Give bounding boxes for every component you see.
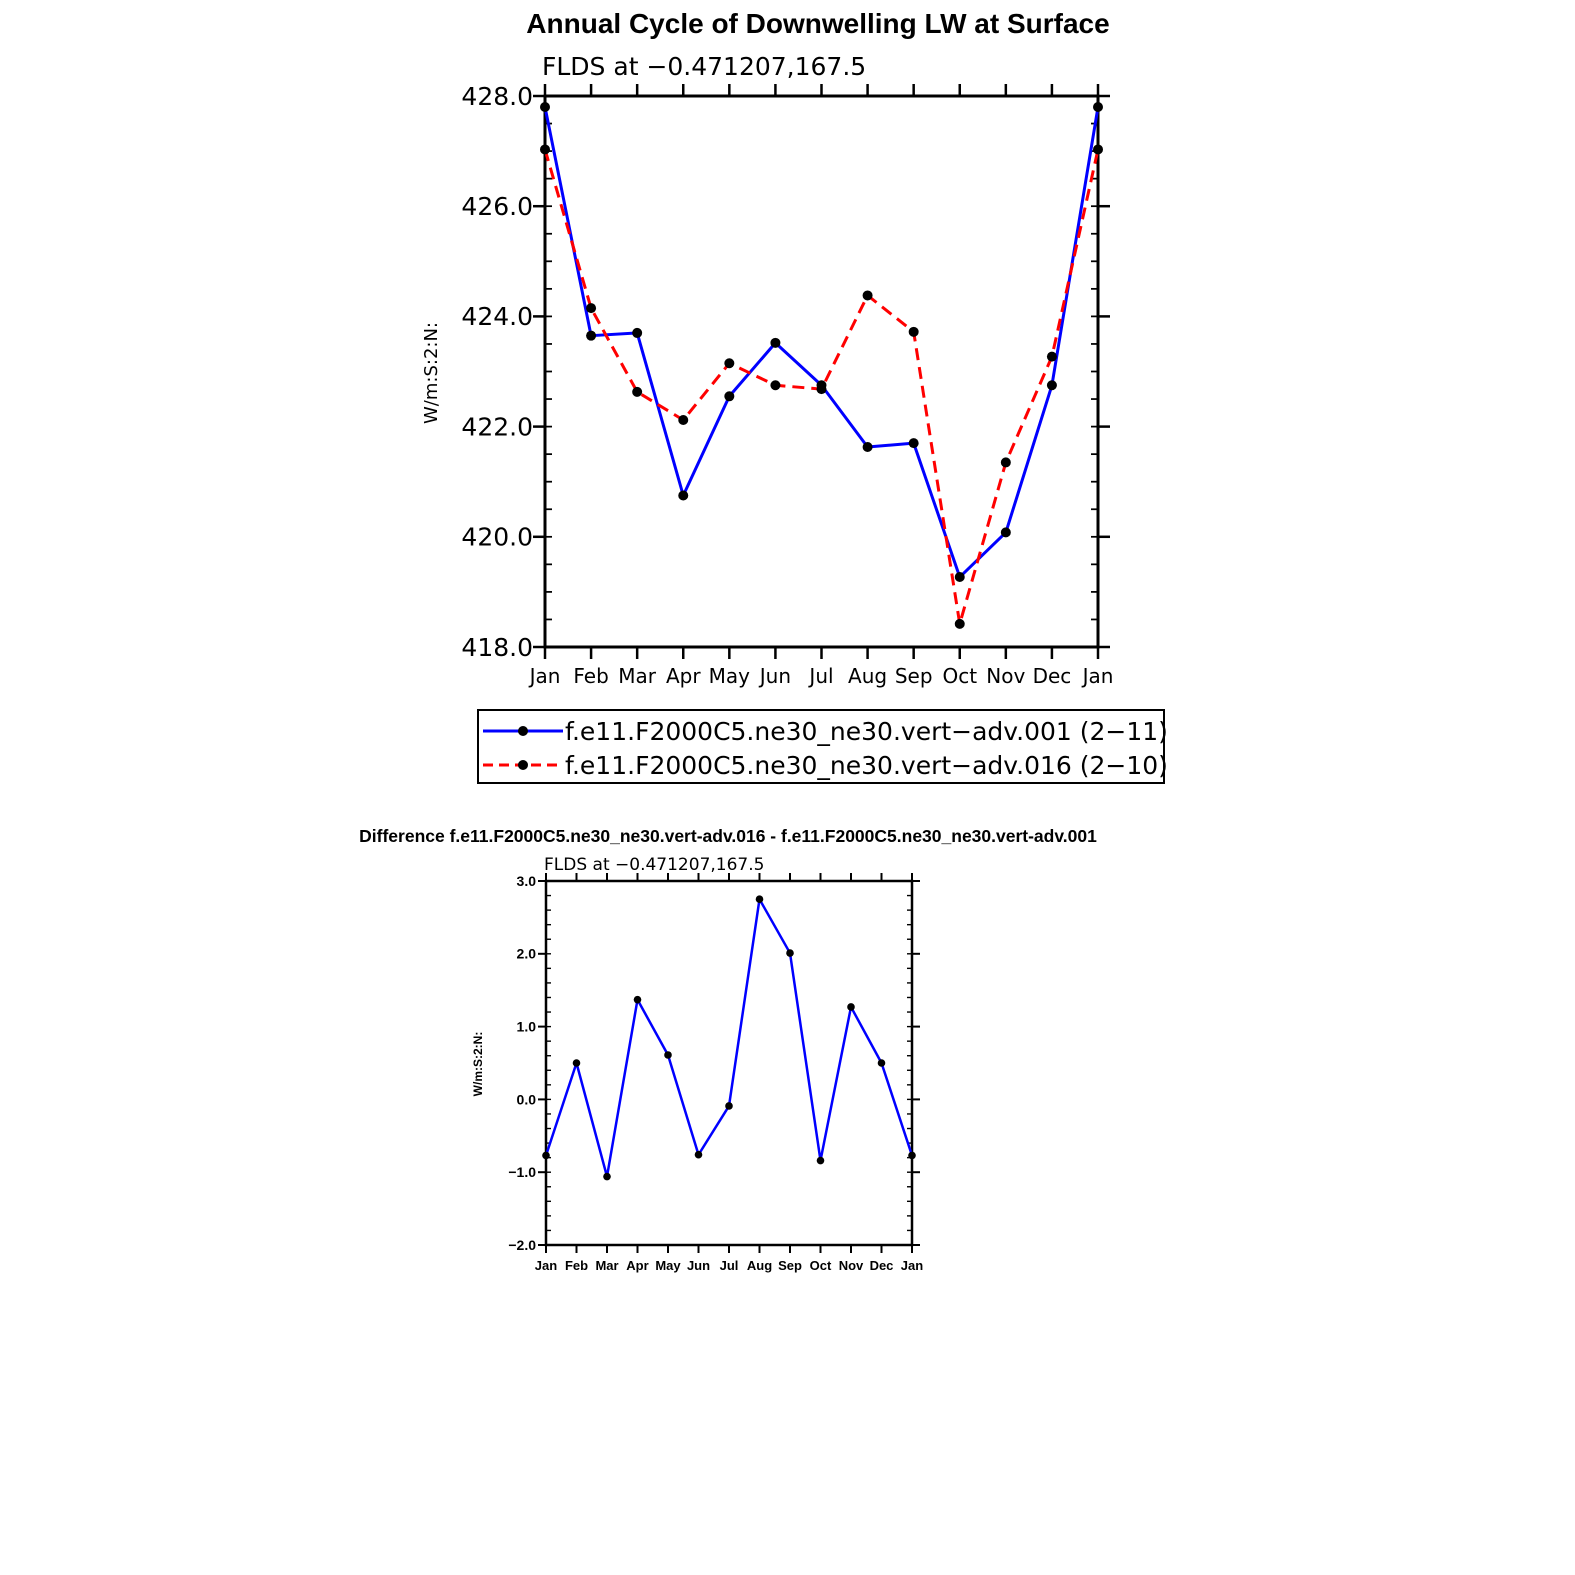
data-point-series-2: [816, 384, 827, 395]
x-tick-label: Aug: [848, 664, 887, 688]
x-tick-label: Feb: [565, 1258, 588, 1273]
data-point-series-2: [908, 326, 919, 337]
legend-label-series-2: f.e11.F2000C5.ne30_ne30.vert−adv.016 (2−…: [565, 751, 1168, 780]
data-point-series-1: [862, 441, 873, 452]
legend-label-series-1: f.e11.F2000C5.ne30_ne30.vert−adv.001 (2−…: [565, 717, 1168, 746]
data-point-series-1: [586, 330, 597, 341]
bottom-chart-title: Difference f.e11.F2000C5.ne30_ne30.vert-…: [359, 826, 1097, 846]
y-tick-label: 422.0: [461, 412, 533, 441]
data-point-series-1: [1000, 527, 1011, 538]
data-point-series-1: [908, 438, 919, 449]
data-point-series-1: [664, 1051, 672, 1059]
data-point-series-1: [1093, 102, 1103, 113]
data-point-series-1: [678, 490, 689, 501]
data-point-series-1: [542, 1151, 550, 1160]
data-point-series-1: [847, 1003, 855, 1011]
y-tick-label: 0.0: [517, 1091, 537, 1107]
legend-marker-series-1: [518, 726, 528, 736]
x-tick-label: Apr: [626, 1258, 648, 1273]
data-point-series-1: [725, 1102, 733, 1110]
y-tick-label: 2.0: [517, 946, 537, 962]
data-point-series-1: [755, 895, 764, 903]
x-tick-label: Mar: [618, 664, 657, 688]
y-tick-label: −1.0: [508, 1164, 536, 1180]
x-tick-label: Aug: [747, 1258, 772, 1273]
x-tick-label: Jul: [807, 664, 833, 688]
data-point-series-2: [1046, 351, 1057, 362]
data-point-series-2: [540, 144, 550, 155]
data-point-series-1: [1046, 380, 1057, 391]
y-tick-label: 426.0: [461, 192, 533, 221]
series-line-1: [544, 897, 914, 1178]
x-tick-label: Apr: [666, 664, 701, 688]
data-point-series-2: [954, 618, 965, 629]
plot-frame: [543, 94, 1100, 649]
data-point-series-2: [632, 386, 643, 397]
data-point-series-1: [954, 572, 965, 583]
data-point-series-2: [862, 290, 873, 301]
x-tick-label: Jan: [1081, 664, 1114, 688]
data-point-series-2: [724, 358, 735, 369]
x-tick-label: Oct: [810, 1258, 832, 1273]
top-chart-subtitle: FLDS at −0.471207,167.5: [542, 52, 866, 81]
y-tick-label: 418.0: [461, 633, 533, 662]
top-plot-area: Jan Feb Mar Apr May Jun Jul Aug Sep Oct Nov Dec Jan4…: [461, 82, 1113, 688]
y-tick-label: 420.0: [461, 523, 533, 552]
data-point-series-1: [770, 337, 781, 348]
x-tick-label: Jun: [758, 664, 791, 688]
data-point-series-1: [540, 102, 550, 113]
x-tick-label: May: [709, 664, 751, 688]
top-chart-title: Annual Cycle of Downwelling LW at Surfac…: [526, 8, 1109, 39]
top-legend: f.e11.F2000C5.ne30_ne30.vert−adv.001 (2−…: [477, 709, 1168, 784]
x-tick-label: Nov: [839, 1258, 864, 1273]
y-tick-label: 3.0: [517, 873, 537, 889]
x-tick-label: Dec: [1033, 664, 1072, 688]
series-line-1: [543, 106, 1100, 579]
bottom-chart-ylabel: W/m:S:2:N:: [471, 1032, 485, 1097]
legend-marker-series-2: [518, 760, 528, 770]
data-point-series-1: [908, 1151, 916, 1160]
data-point-series-2: [586, 303, 597, 314]
data-point-series-1: [816, 1156, 825, 1165]
data-point-series-1: [724, 391, 735, 402]
data-point-series-1: [603, 1172, 611, 1181]
data-point-series-2: [770, 380, 781, 391]
data-point-series-2: [678, 414, 689, 425]
legend-frame: [477, 709, 1165, 784]
x-tick-label: May: [655, 1258, 681, 1273]
data-point-series-1: [877, 1059, 886, 1067]
y-tick-label: 1.0: [517, 1019, 537, 1035]
x-tick-label: Oct: [942, 664, 977, 688]
data-point-series-2: [1000, 457, 1011, 468]
data-point-series-1: [694, 1150, 703, 1159]
x-tick-label: Jul: [720, 1258, 739, 1273]
x-tick-label: Nov: [986, 664, 1025, 688]
data-point-series-1: [633, 995, 642, 1004]
data-point-series-1: [572, 1059, 581, 1067]
x-tick-label: Sep: [895, 664, 933, 688]
x-tick-label: Jan: [901, 1258, 923, 1273]
data-point-series-1: [632, 327, 643, 338]
data-point-series-1: [786, 949, 794, 957]
x-tick-label: Jun: [687, 1258, 710, 1273]
x-tick-label: Dec: [870, 1258, 894, 1273]
top-chart-ylabel: W/m:S:2:N:: [421, 322, 442, 424]
x-tick-label: Sep: [778, 1258, 802, 1273]
x-tick-label: Mar: [595, 1258, 618, 1273]
y-tick-label: 424.0: [461, 302, 533, 331]
x-tick-label: Jan: [528, 664, 561, 688]
bottom-chart-subtitle: FLDS at −0.471207,167.5: [544, 855, 764, 875]
y-tick-label: 428.0: [461, 82, 533, 111]
x-tick-label: Jan: [535, 1258, 557, 1273]
x-tick-label: Feb: [573, 664, 608, 688]
plot-frame: [544, 879, 914, 1247]
bottom-plot-area: Jan Feb Mar Apr May Jun Jul Aug Sep Oct Nov Dec Jan −…: [508, 873, 923, 1273]
data-point-series-2: [1093, 144, 1103, 155]
y-tick-label: −2.0: [508, 1237, 536, 1253]
